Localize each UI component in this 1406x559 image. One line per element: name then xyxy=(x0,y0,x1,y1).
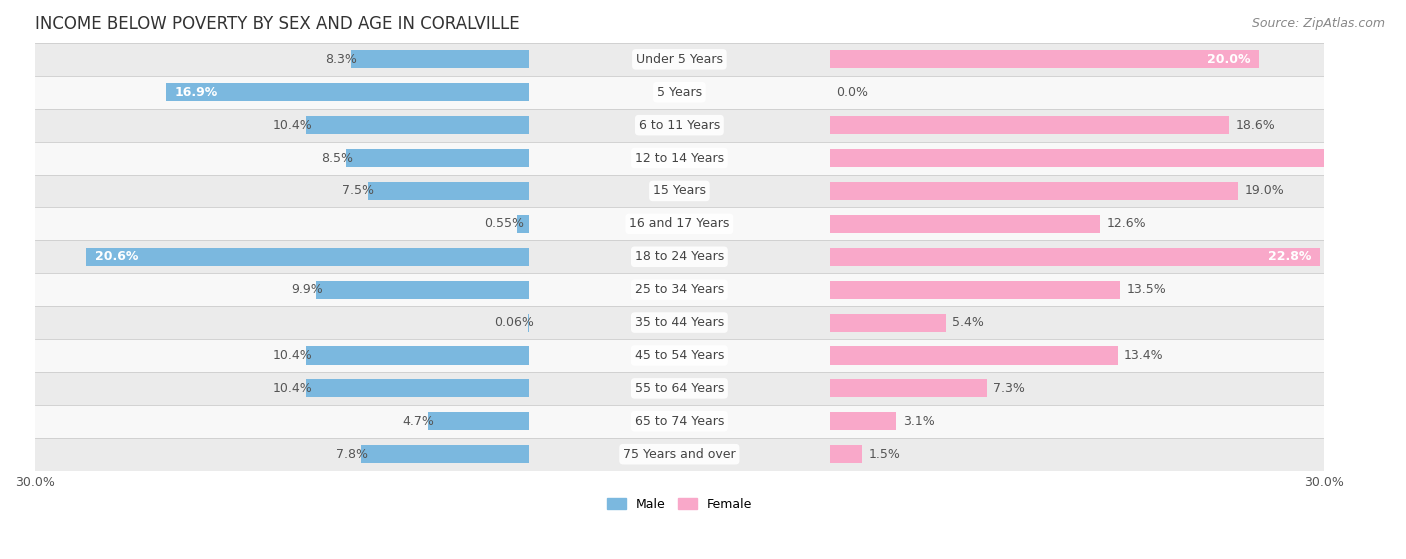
Bar xyxy=(35,174,1324,207)
Text: 5 Years: 5 Years xyxy=(657,86,702,99)
Text: 16.9%: 16.9% xyxy=(174,86,218,99)
Text: 16 and 17 Years: 16 and 17 Years xyxy=(628,217,730,230)
Text: 10.4%: 10.4% xyxy=(273,119,312,132)
Bar xyxy=(346,149,529,167)
Text: Source: ZipAtlas.com: Source: ZipAtlas.com xyxy=(1251,17,1385,30)
Bar xyxy=(830,50,1260,68)
Text: 9.9%: 9.9% xyxy=(291,283,323,296)
Text: 5.4%: 5.4% xyxy=(952,316,984,329)
Text: 3.1%: 3.1% xyxy=(903,415,935,428)
Bar xyxy=(305,116,529,134)
Bar xyxy=(830,412,897,430)
Text: 7.3%: 7.3% xyxy=(993,382,1025,395)
Bar xyxy=(35,339,1324,372)
Legend: Male, Female: Male, Female xyxy=(602,492,756,516)
Bar xyxy=(361,445,529,463)
Bar xyxy=(35,306,1324,339)
Bar xyxy=(830,182,1237,200)
Bar xyxy=(35,372,1324,405)
Text: 45 to 54 Years: 45 to 54 Years xyxy=(634,349,724,362)
Bar xyxy=(350,50,529,68)
Text: 65 to 74 Years: 65 to 74 Years xyxy=(634,415,724,428)
Text: 4.7%: 4.7% xyxy=(402,415,434,428)
Bar xyxy=(305,347,529,364)
Bar xyxy=(305,380,529,397)
Text: 18 to 24 Years: 18 to 24 Years xyxy=(634,250,724,263)
Text: 25 to 34 Years: 25 to 34 Years xyxy=(634,283,724,296)
Text: 20.6%: 20.6% xyxy=(96,250,138,263)
Bar xyxy=(35,240,1324,273)
Bar xyxy=(35,273,1324,306)
Text: 35 to 44 Years: 35 to 44 Years xyxy=(634,316,724,329)
Text: 8.5%: 8.5% xyxy=(321,151,353,164)
Bar xyxy=(35,438,1324,471)
Bar xyxy=(35,141,1324,174)
Text: 13.5%: 13.5% xyxy=(1126,283,1166,296)
Text: 6 to 11 Years: 6 to 11 Years xyxy=(638,119,720,132)
Text: 19.0%: 19.0% xyxy=(1244,184,1284,197)
Bar xyxy=(830,445,862,463)
Bar xyxy=(35,207,1324,240)
Text: 7.5%: 7.5% xyxy=(342,184,374,197)
Bar xyxy=(316,281,529,299)
Text: 7.8%: 7.8% xyxy=(336,448,368,461)
Bar xyxy=(830,380,987,397)
Bar xyxy=(517,215,529,233)
Bar xyxy=(35,108,1324,141)
Bar xyxy=(368,182,529,200)
Text: 18.6%: 18.6% xyxy=(1236,119,1275,132)
Text: 0.0%: 0.0% xyxy=(837,86,868,99)
Text: INCOME BELOW POVERTY BY SEX AND AGE IN CORALVILLE: INCOME BELOW POVERTY BY SEX AND AGE IN C… xyxy=(35,15,520,33)
Text: 27.1%: 27.1% xyxy=(1360,151,1403,164)
Text: 0.55%: 0.55% xyxy=(484,217,523,230)
Bar xyxy=(830,248,1319,266)
Bar xyxy=(87,248,529,266)
Bar xyxy=(166,83,529,101)
Text: 0.06%: 0.06% xyxy=(495,316,534,329)
Text: 8.3%: 8.3% xyxy=(325,53,357,66)
Bar xyxy=(830,281,1119,299)
Text: 20.0%: 20.0% xyxy=(1208,53,1251,66)
Text: 22.8%: 22.8% xyxy=(1268,250,1310,263)
Text: 12.6%: 12.6% xyxy=(1107,217,1146,230)
Text: 1.5%: 1.5% xyxy=(869,448,900,461)
Bar xyxy=(35,43,1324,76)
Text: 55 to 64 Years: 55 to 64 Years xyxy=(634,382,724,395)
Bar xyxy=(830,215,1101,233)
Bar xyxy=(830,116,1229,134)
Text: 10.4%: 10.4% xyxy=(273,382,312,395)
Text: 15 Years: 15 Years xyxy=(652,184,706,197)
Text: 10.4%: 10.4% xyxy=(273,349,312,362)
Text: 12 to 14 Years: 12 to 14 Years xyxy=(634,151,724,164)
Bar xyxy=(35,405,1324,438)
Bar xyxy=(830,347,1118,364)
Text: 13.4%: 13.4% xyxy=(1123,349,1164,362)
Text: Under 5 Years: Under 5 Years xyxy=(636,53,723,66)
Bar xyxy=(427,412,529,430)
Bar xyxy=(35,76,1324,108)
Bar xyxy=(830,314,946,331)
Bar xyxy=(830,149,1406,167)
Text: 75 Years and over: 75 Years and over xyxy=(623,448,735,461)
